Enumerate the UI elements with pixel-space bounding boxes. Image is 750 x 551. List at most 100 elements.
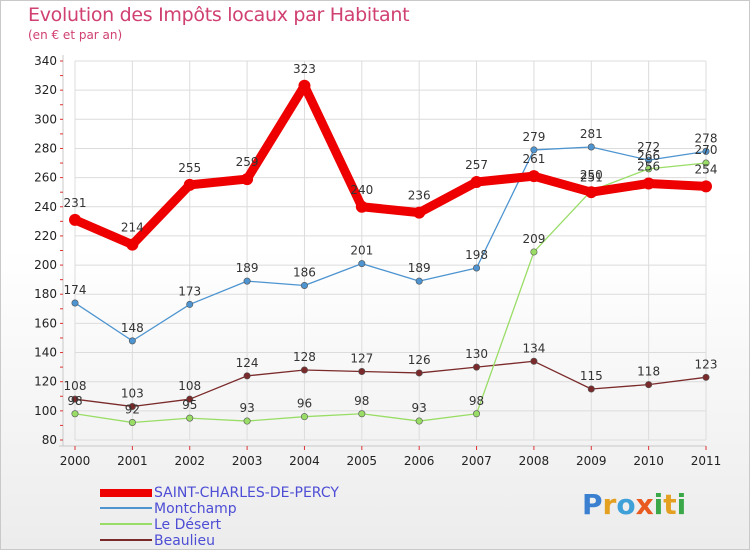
chart-subtitle: (en € et par an)	[28, 28, 123, 42]
data-label-saint-charles-de-percy: 236	[408, 189, 431, 203]
data-point-montchamp	[243, 277, 251, 285]
data-label-beaulieu: 130	[465, 347, 488, 361]
data-label-beaulieu: 134	[522, 341, 545, 355]
data-point-saint-charles-de-percy	[470, 175, 483, 188]
x-tick-label: 2003	[232, 454, 263, 468]
y-tick-label: 160	[34, 316, 57, 330]
data-point-saint-charles-de-percy	[126, 238, 139, 251]
data-label-beaulieu: 115	[580, 369, 603, 383]
data-point-montchamp	[645, 156, 653, 164]
data-point-beaulieu	[702, 373, 710, 381]
legend-item-le-desert: Le Désert	[100, 517, 420, 535]
data-label-beaulieu: 108	[178, 379, 201, 393]
data-label-le-desert: 98	[469, 394, 484, 408]
data-label-montchamp: 198	[465, 248, 488, 262]
data-label-le-desert: 92	[125, 403, 140, 417]
legend-swatch-beaulieu	[100, 539, 152, 541]
data-point-saint-charles-de-percy	[355, 200, 368, 213]
legend-swatch-bar	[100, 523, 152, 525]
data-label-beaulieu: 108	[64, 379, 87, 393]
data-point-saint-charles-de-percy	[69, 213, 81, 226]
y-tick-label: 180	[34, 287, 57, 301]
data-label-saint-charles-de-percy: 261	[522, 152, 545, 166]
data-label-saint-charles-de-percy: 256	[637, 159, 660, 173]
y-tick-label: 120	[34, 375, 57, 389]
data-label-beaulieu: 124	[236, 356, 259, 370]
series-line-beaulieu	[74, 360, 707, 408]
x-tick-label: 2000	[60, 454, 91, 468]
data-point-saint-charles-de-percy	[700, 180, 712, 193]
data-label-montchamp: 278	[695, 131, 718, 145]
data-label-montchamp: 201	[350, 244, 373, 258]
data-point-beaulieu	[473, 363, 481, 371]
y-tick-label: 300	[34, 112, 57, 126]
data-point-saint-charles-de-percy	[527, 170, 540, 183]
data-label-beaulieu: 123	[695, 357, 718, 371]
data-point-le-desert	[645, 165, 653, 173]
y-tick-label: 340	[34, 54, 57, 68]
legend-item-saint-charles: SAINT-CHARLES-DE-PERCY	[100, 485, 420, 503]
y-tick-label: 80	[42, 433, 57, 447]
data-point-le-desert	[71, 410, 79, 418]
data-point-beaulieu	[186, 395, 194, 403]
data-point-montchamp	[530, 146, 538, 154]
data-point-montchamp	[473, 264, 481, 272]
data-point-beaulieu	[243, 372, 251, 380]
data-label-montchamp: 173	[178, 284, 201, 298]
data-label-le-desert: 95	[182, 398, 197, 412]
data-point-beaulieu	[358, 367, 366, 375]
y-tick-label: 280	[34, 141, 57, 155]
legend-label: Beaulieu	[154, 533, 215, 549]
data-label-le-desert: 98	[67, 394, 82, 408]
data-label-beaulieu: 118	[637, 365, 660, 379]
data-point-le-desert	[473, 410, 481, 418]
x-tick-label: 2010	[633, 454, 664, 468]
data-label-montchamp: 279	[522, 130, 545, 144]
data-point-beaulieu	[645, 381, 653, 389]
y-tick-label: 100	[34, 404, 57, 418]
data-point-le-desert	[128, 419, 136, 427]
x-tick-label: 2006	[404, 454, 435, 468]
data-point-beaulieu	[587, 385, 595, 393]
series-line-saint-charles-de-percy	[70, 81, 711, 250]
x-tick-label: 2002	[174, 454, 205, 468]
data-label-montchamp: 189	[236, 261, 259, 275]
data-point-le-desert	[702, 159, 710, 167]
data-label-montchamp: 174	[64, 283, 87, 297]
data-label-saint-charles-de-percy: 214	[121, 221, 144, 235]
data-label-le-desert: 93	[412, 401, 427, 415]
data-label-montchamp: 186	[293, 265, 316, 279]
data-label-montchamp: 281	[580, 127, 603, 141]
data-point-saint-charles-de-percy	[298, 79, 311, 92]
legend-swatch-saint-charles	[100, 489, 152, 497]
chart-legend: SAINT-CHARLES-DE-PERCY Montchamp Le Dése…	[100, 485, 420, 551]
data-point-montchamp	[702, 147, 710, 155]
data-point-beaulieu	[128, 402, 136, 410]
data-label-le-desert: 96	[297, 397, 312, 411]
legend-swatch-bar	[100, 507, 152, 509]
y-tick-label: 200	[34, 258, 57, 272]
data-label-saint-charles-de-percy: 250	[580, 168, 603, 182]
data-point-le-desert	[243, 417, 251, 425]
data-point-le-desert	[186, 414, 194, 422]
legend-swatch-bar	[100, 489, 152, 497]
data-point-montchamp	[587, 143, 595, 151]
data-label-le-desert: 266	[637, 149, 660, 163]
data-point-le-desert	[300, 413, 308, 421]
y-tick-label: 220	[34, 229, 57, 243]
x-tick-label: 2004	[289, 454, 320, 468]
legend-label: Le Désert	[154, 517, 222, 533]
x-tick-label: 2008	[519, 454, 550, 468]
data-label-saint-charles-de-percy: 254	[695, 162, 718, 176]
data-label-beaulieu: 103	[121, 386, 144, 400]
x-tick-label: 2001	[117, 454, 148, 468]
data-point-beaulieu	[415, 369, 423, 377]
data-label-le-desert: 98	[354, 394, 369, 408]
data-point-montchamp	[71, 299, 79, 307]
legend-item-beaulieu: Beaulieu	[100, 533, 420, 551]
data-point-le-desert	[358, 410, 366, 418]
data-point-saint-charles-de-percy	[183, 178, 196, 191]
data-label-le-desert: 93	[239, 401, 254, 415]
